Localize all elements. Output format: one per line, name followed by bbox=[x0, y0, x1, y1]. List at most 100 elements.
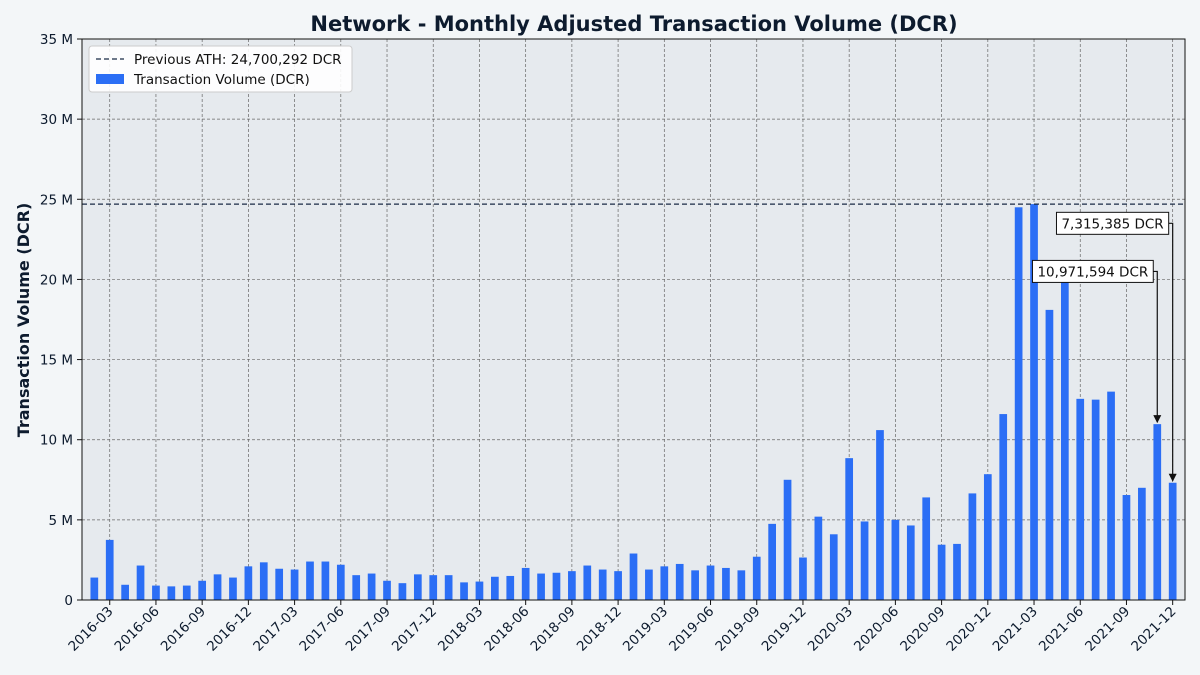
x-tick-label: 2020-09 bbox=[897, 604, 948, 655]
y-axis: 0 5 M 10 M 15 M 20 M 25 M 30 M 35 M bbox=[40, 32, 82, 609]
x-tick-label: 2019-12 bbox=[759, 604, 810, 655]
bar bbox=[768, 523, 776, 600]
bar bbox=[182, 585, 191, 600]
x-tick-label: 2019-09 bbox=[712, 604, 763, 655]
bar bbox=[244, 566, 253, 600]
x-tick-label: 2021-09 bbox=[1082, 604, 1133, 655]
bar bbox=[737, 570, 746, 600]
chart-title: Network - Monthly Adjusted Transaction V… bbox=[310, 12, 957, 36]
bar bbox=[321, 561, 330, 600]
annotation-arrow bbox=[1153, 270, 1162, 424]
grid bbox=[82, 39, 1185, 600]
bar bbox=[891, 519, 900, 600]
x-tick-label: 2018-09 bbox=[528, 604, 579, 655]
bar bbox=[752, 556, 761, 600]
legend-volume-swatch bbox=[96, 74, 124, 84]
bar bbox=[722, 567, 730, 600]
bar bbox=[860, 521, 869, 600]
plot-border bbox=[81, 38, 1186, 601]
bar bbox=[1153, 424, 1162, 600]
bar bbox=[213, 574, 222, 600]
x-tick-label: 2019-06 bbox=[666, 604, 717, 655]
bar bbox=[583, 565, 592, 600]
x-tick-label: 2016-03 bbox=[65, 604, 116, 655]
x-tick-label: 2020-06 bbox=[851, 604, 902, 655]
y-tick-label: 20 M bbox=[40, 272, 73, 288]
x-tick-label: 2018-03 bbox=[435, 604, 486, 655]
y-tick-label: 25 M bbox=[40, 192, 73, 208]
x-tick-label: 2017-06 bbox=[296, 604, 347, 655]
x-tick-label: 2018-12 bbox=[574, 604, 625, 655]
bar bbox=[706, 565, 715, 600]
bar bbox=[475, 581, 484, 600]
bar bbox=[1122, 495, 1131, 600]
x-axis: 2016-032016-062016-092016-122017-032017-… bbox=[65, 600, 1180, 655]
y-tick-label: 35 M bbox=[40, 32, 73, 48]
bar bbox=[1076, 398, 1085, 600]
bar bbox=[1107, 391, 1115, 600]
bar bbox=[1060, 279, 1069, 600]
bar bbox=[983, 474, 992, 600]
bar bbox=[629, 553, 638, 600]
bar bbox=[336, 564, 345, 600]
bar bbox=[352, 575, 361, 600]
bar bbox=[290, 569, 299, 600]
bar bbox=[799, 557, 807, 600]
legend-volume-label: Transaction Volume (DCR) bbox=[133, 72, 310, 88]
bars bbox=[90, 204, 1177, 601]
bar bbox=[537, 573, 545, 600]
x-tick-label: 2020-03 bbox=[805, 604, 856, 655]
bar bbox=[906, 525, 915, 600]
bar bbox=[460, 582, 468, 600]
bar bbox=[968, 493, 977, 600]
bar bbox=[1014, 207, 1023, 601]
y-tick-label: 30 M bbox=[40, 112, 73, 128]
bar bbox=[306, 561, 314, 600]
x-tick-label: 2018-06 bbox=[481, 604, 532, 655]
x-tick-label: 2021-06 bbox=[1036, 604, 1087, 655]
bar bbox=[398, 583, 407, 600]
bar bbox=[937, 544, 946, 600]
bar bbox=[645, 569, 653, 600]
bar bbox=[1045, 309, 1054, 600]
bar bbox=[814, 516, 823, 600]
x-tick-label: 2020-12 bbox=[943, 604, 994, 655]
x-tick-label: 2017-09 bbox=[343, 604, 394, 655]
y-axis-label: Transaction Volume (DCR) bbox=[14, 203, 33, 438]
legend-box bbox=[88, 45, 353, 93]
x-tick-label: 2017-03 bbox=[250, 604, 301, 655]
bar bbox=[444, 575, 453, 600]
bar bbox=[152, 585, 160, 600]
bar bbox=[1091, 399, 1100, 600]
bar bbox=[953, 543, 961, 600]
bar bbox=[1168, 482, 1177, 600]
bar bbox=[367, 573, 376, 600]
bar bbox=[90, 577, 99, 600]
bar bbox=[783, 479, 792, 600]
x-tick-label: 2021-03 bbox=[990, 604, 1041, 655]
bar bbox=[259, 562, 268, 600]
bar bbox=[275, 568, 284, 600]
bar bbox=[598, 569, 607, 600]
bar bbox=[660, 566, 669, 600]
x-tick-label: 2016-12 bbox=[204, 604, 255, 655]
bar bbox=[552, 572, 561, 600]
bar bbox=[383, 580, 391, 600]
legend-ath-label: Previous ATH: 24,700,292 DCR bbox=[134, 52, 342, 68]
bar bbox=[829, 534, 838, 600]
bar bbox=[1030, 204, 1038, 600]
bar bbox=[491, 576, 499, 600]
annotations: 7,315,385 DCR 10,971,594 DCR bbox=[1031, 211, 1177, 482]
bar bbox=[506, 575, 515, 600]
bar bbox=[121, 584, 129, 600]
x-tick-label: 2019-03 bbox=[620, 604, 671, 655]
bar bbox=[999, 414, 1008, 600]
bar bbox=[167, 586, 176, 600]
bar bbox=[922, 497, 931, 600]
bar bbox=[614, 571, 622, 600]
y-tick-label: 10 M bbox=[40, 433, 73, 449]
bar bbox=[105, 539, 114, 600]
annotation-arrow bbox=[1168, 222, 1177, 482]
bar bbox=[845, 458, 854, 600]
